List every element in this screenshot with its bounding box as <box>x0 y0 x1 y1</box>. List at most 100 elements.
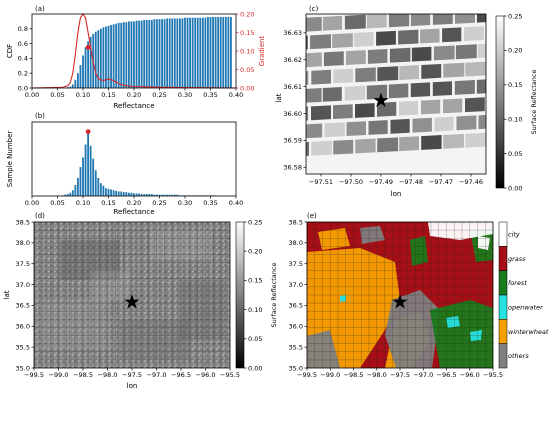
panel-e-class-swatch <box>498 246 508 271</box>
panel-a-bar <box>102 27 105 88</box>
panel-c-y-tick-label: 36.62 <box>283 56 302 64</box>
panel-c-field-cell <box>377 137 399 153</box>
panel-c-field-cell <box>455 44 477 60</box>
panel-b-bar <box>176 194 179 196</box>
panel-c-field-cell <box>412 117 432 133</box>
panel-e-y-tick-label: 38.5 <box>289 218 303 226</box>
panel-c-field-cell <box>443 62 465 78</box>
panel-a-bar <box>99 28 102 88</box>
panel-b-bar <box>173 194 176 196</box>
panel-c-field-cell <box>464 26 484 42</box>
panel-c-field-cell <box>376 30 396 46</box>
panel-b-bar <box>130 192 133 196</box>
panel-c-field-cell <box>421 99 441 115</box>
panel-a-y2-tick-label: 0.15 <box>240 29 254 37</box>
panel-d-y-tick-label: 37.0 <box>16 281 30 289</box>
panel-a-x-tick-label: 0.35 <box>203 91 217 99</box>
panel-a-xlabel: Reflectance <box>113 102 154 110</box>
panel-b-bar <box>158 194 161 196</box>
panel-b-bar <box>143 194 146 196</box>
panel-a-bar <box>94 31 97 88</box>
panel-d-y-tick-label: 38.0 <box>16 239 30 247</box>
panel-a-bar <box>145 19 148 89</box>
panel-a-bar <box>153 19 156 88</box>
panel-c-y-tick-label: 36.60 <box>283 110 302 118</box>
panel-e-y-tick-label: 37.5 <box>289 260 303 268</box>
panel-a-x-tick-label: 0.15 <box>101 91 115 99</box>
panel-a-bar <box>107 25 110 88</box>
panel-d-shade-patch <box>180 280 225 340</box>
panel-b-ylabel: Sample Number <box>6 131 14 188</box>
panel-b-bar <box>77 177 79 196</box>
panel-a-bar <box>176 18 179 88</box>
panel-a-bar <box>125 22 128 88</box>
panel-d-cbar-tick-label: 0.00 <box>248 364 262 372</box>
panel-a-bar <box>69 86 72 88</box>
panel-a-bar <box>222 16 225 88</box>
panel-c-field-cell <box>465 0 484 5</box>
panel-c-field-cell <box>355 103 375 118</box>
panel-a-x-tick-label: 0.05 <box>50 91 64 99</box>
panel-d-xlabel: lon <box>127 382 138 390</box>
panel-c-y-tick-label: 36.58 <box>283 164 302 172</box>
panel-c-field-cell <box>477 43 486 59</box>
panel-a-y2-tick-label: 0.20 <box>240 10 254 18</box>
panel-a-bar <box>181 18 184 88</box>
panel-c-cbar-tick-label: 0.15 <box>508 81 522 89</box>
panel-a-y2-tick-label: 0.05 <box>240 66 254 74</box>
panel-e-x-tick-label: −97.0 <box>413 371 433 379</box>
panel-a-bar <box>191 17 194 89</box>
panel-a-bar <box>140 20 143 88</box>
panel-a-x-tick-label: 0.10 <box>76 91 90 99</box>
panel-b-bar <box>148 194 151 196</box>
panel-d-x-ticks: −99.5 −99.0 −98.5 −98.0 −97.5 −97.0 −96.5 −96.0… <box>24 368 240 379</box>
panel-e-x-tick-label: −97.5 <box>390 371 410 379</box>
panel-c-field-cell <box>411 46 432 62</box>
panel-c-field-cell <box>443 98 463 114</box>
panel-c-field-cell <box>354 32 374 47</box>
panel-b-bar <box>125 192 128 196</box>
panel-e-class-swatch <box>498 319 508 344</box>
panel-b-bar <box>145 194 148 196</box>
panel-c-field-cell <box>367 48 388 64</box>
panel-e-x-tick-label: −95.5 <box>483 371 503 379</box>
panel-c-field-cell <box>310 34 332 50</box>
panel-c-x-tick-label: −97.51 <box>309 178 333 186</box>
panel-a-cdf-chart: 0.00 0.05 0.10 0.15 0.20 0.25 0.30 0.35 0.40 0.0… <box>6 10 266 110</box>
panel-b-bar <box>138 193 140 196</box>
panel-label-e: (e) <box>307 212 317 220</box>
panel-b-bar <box>135 193 138 196</box>
panel-a-bar <box>217 16 220 88</box>
panel-d-grid-lines <box>34 222 230 368</box>
panel-a-y-ticks: 0.0 0.2 0.4 0.6 0.8 <box>18 25 32 92</box>
panel-c-field-cell <box>322 15 343 31</box>
panel-e-class-swatch <box>498 270 508 296</box>
panel-a-x-tick-label: 0.20 <box>127 91 141 99</box>
panel-b-bar <box>171 194 174 196</box>
panel-d-x-tick-label: −97.0 <box>147 371 167 379</box>
panel-a-x-tick-label: 0.30 <box>178 91 192 99</box>
panel-d-cbar-tick-label: 0.05 <box>248 335 262 343</box>
panel-a-y-tick-label: 0.4 <box>18 55 28 63</box>
panel-c-x-ticks: −97.51 −97.50 −97.49 −97.48 −97.47 −97.46 <box>309 174 483 186</box>
panel-e-class-label: others <box>508 352 529 360</box>
panel-c-ylabel: lat <box>275 93 283 102</box>
panel-c-zoom-map: ★ −97.51 −97.50 −97.49 −97.48 −97.47 −97.46 3… <box>275 0 538 198</box>
panel-b-bar <box>64 194 67 196</box>
panel-c-field-cell <box>399 65 419 80</box>
panel-e-y-tick-label: 36.5 <box>289 302 303 310</box>
panel-c-x-tick-label: −97.49 <box>369 178 393 186</box>
panel-a-bar <box>166 18 169 88</box>
panel-a-bar <box>135 20 138 88</box>
panel-e-class-label: forest <box>508 279 527 287</box>
panel-c-star-marker: ★ <box>372 88 390 112</box>
panel-c-field-cell <box>366 14 387 29</box>
panel-b-bar <box>66 194 69 196</box>
panel-b-x-tick-label: 0.10 <box>76 199 90 207</box>
panel-a-bar <box>110 25 112 89</box>
panel-a-bar <box>207 16 209 88</box>
panel-e-region-forest <box>430 300 493 368</box>
panel-a-bar <box>230 16 232 88</box>
panel-a-x-ticks: 0.00 0.05 0.10 0.15 0.20 0.25 0.30 0.35 0.40 <box>25 88 243 99</box>
panel-d-y-ticks: 35.0 35.5 36.0 36.5 37.0 37.5 38.0 38.5 <box>16 218 34 372</box>
